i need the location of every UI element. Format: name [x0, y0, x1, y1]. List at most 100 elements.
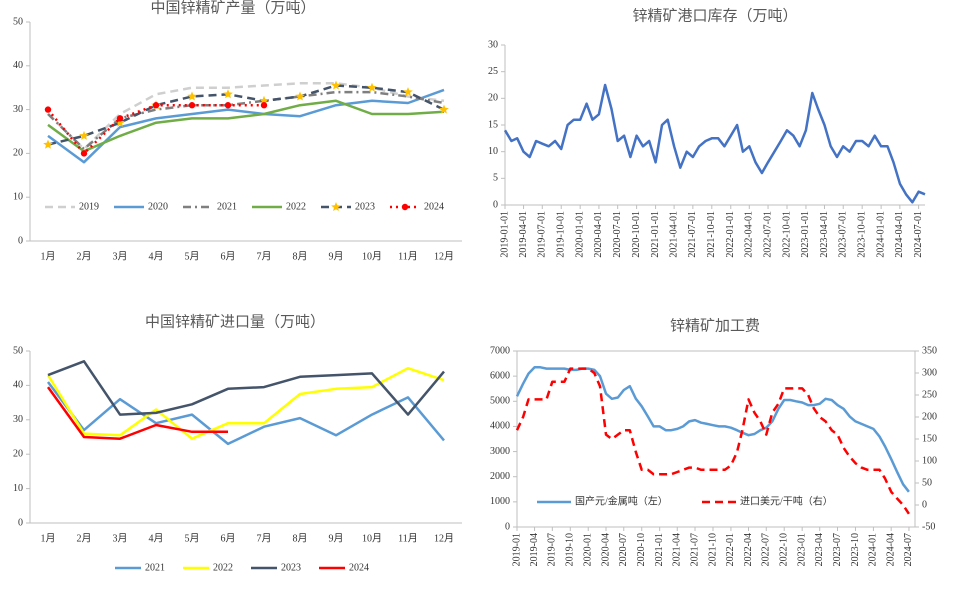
- legend-marker: [331, 202, 341, 211]
- y-tick-label: 5000: [490, 396, 510, 407]
- y2-tick-label: 0: [922, 499, 927, 510]
- circle-marker: [260, 102, 268, 109]
- star-marker: [79, 130, 89, 140]
- y-tick-label: 20: [13, 148, 23, 159]
- x-tick-label: 10月: [362, 250, 382, 262]
- y-tick-label: 50: [13, 345, 23, 356]
- y2-tick-label: 100: [922, 455, 937, 466]
- x-tick-label: 2020-01-01: [574, 211, 585, 258]
- x-tick-label: 2月: [77, 532, 92, 544]
- chart-panel: 锌精矿加工费 0 1000 2000 3000 4000 5000 6000 7000 -50 0 5…: [490, 317, 937, 566]
- x-tick-label: 2024-07: [903, 533, 914, 566]
- y-tick-label: 0: [18, 235, 23, 246]
- x-tick-label: 2019-01-01: [499, 211, 510, 258]
- x-tick-label: 2019-10: [565, 533, 576, 566]
- x-tick-label: 2020-04-01: [593, 211, 604, 258]
- circle-marker: [116, 115, 124, 122]
- x-tick-label: 2021-07: [689, 533, 700, 566]
- y-tick-label: 5: [493, 173, 498, 184]
- x-tick-label: 7月: [257, 250, 272, 262]
- x-tick-label: 2023-07: [832, 533, 843, 566]
- x-tick-label: 9月: [329, 532, 344, 544]
- star-marker: [223, 89, 233, 99]
- x-tick-label: 2019-04: [529, 533, 540, 566]
- legend-marker: [401, 203, 409, 211]
- x-tick-label: 5月: [185, 250, 200, 262]
- star-marker: [295, 91, 305, 101]
- x-tick-label: 2021-10-01: [706, 211, 717, 258]
- legend-label: 2019: [79, 201, 99, 212]
- x-tick-label: 4月: [149, 250, 164, 262]
- x-tick-label: 6月: [221, 532, 236, 544]
- chart-title: 中国锌精矿产量（万吨）: [150, 0, 315, 16]
- y-tick-label: 30: [13, 104, 23, 115]
- x-tick-label: 2023-04: [814, 533, 825, 566]
- x-tick-label: 2023-07-01: [838, 211, 849, 258]
- y-tick-label: 15: [488, 119, 498, 130]
- x-tick-label: 2020-10: [636, 533, 647, 566]
- x-tick-label: 2021-04: [672, 533, 683, 566]
- x-tick-label: 10月: [362, 532, 382, 544]
- x-tick-label: 3月: [113, 250, 128, 262]
- series-line: [46, 366, 445, 440]
- x-tick-label: 2023-10: [850, 533, 861, 566]
- legend-label: 国产元/金属吨（左）: [575, 494, 668, 507]
- x-tick-label: 2019-07-01: [537, 211, 548, 258]
- x-tick-label: 2024-01-01: [875, 211, 886, 258]
- x-tick-label: 8月: [293, 532, 308, 544]
- circle-marker: [152, 102, 160, 109]
- x-tick-label: 3月: [113, 532, 128, 544]
- x-tick-label: 2020-01: [583, 533, 594, 566]
- x-tick-label: 1月: [41, 532, 56, 544]
- x-tick-label: 2019-10-01: [556, 211, 567, 258]
- y2-tick-label: 300: [922, 367, 937, 378]
- star-marker: [43, 139, 53, 149]
- star-marker: [259, 95, 269, 105]
- x-tick-label: 2022-01-01: [725, 211, 736, 258]
- legend-label: 2024: [349, 562, 369, 573]
- y-tick-label: 2000: [490, 471, 510, 482]
- x-tick-label: 2022-07: [761, 533, 772, 566]
- x-tick-label: 2019-07: [547, 533, 558, 566]
- x-tick-label: 2022-04: [743, 533, 754, 566]
- series-line: [515, 366, 910, 493]
- x-tick-label: 2021-01: [654, 533, 665, 566]
- circle-marker: [80, 150, 88, 157]
- y-tick-label: 0: [18, 517, 23, 528]
- y-tick-label: 50: [13, 16, 23, 27]
- x-tick-label: 2024-07-01: [913, 211, 924, 258]
- y2-tick-label: 50: [922, 477, 932, 488]
- y-tick-label: 4000: [490, 421, 510, 432]
- legend-label: 2022: [286, 201, 306, 212]
- y2-tick-label: 250: [922, 389, 937, 400]
- y-tick-label: 10: [13, 483, 23, 494]
- x-tick-label: 2023-01-01: [800, 211, 811, 258]
- legend-label: 2023: [281, 562, 301, 573]
- y-tick-label: 25: [488, 66, 498, 77]
- legend-label: 2020: [148, 201, 168, 212]
- chart-title: 锌精矿港口库存（万吨）: [632, 7, 797, 24]
- y-tick-label: 40: [13, 380, 23, 391]
- x-tick-label: 2024-04: [885, 533, 896, 566]
- y-tick-label: 3000: [490, 446, 510, 457]
- chart-title: 中国锌精矿进口量（万吨）: [145, 313, 325, 330]
- series-line: [47, 88, 445, 164]
- star-marker: [331, 80, 341, 90]
- star-marker: [115, 117, 125, 127]
- x-tick-label: 7月: [257, 532, 272, 544]
- y-tick-label: 0: [493, 199, 498, 210]
- chart-panel: 中国锌精矿进口量（万吨） 0 10 20 30 40 50 1月 2月 3月 4月 5月 6月 7月 8月 9…: [13, 313, 462, 573]
- x-tick-label: 4月: [149, 532, 164, 544]
- x-tick-label: 12月: [434, 532, 454, 544]
- legend-label: 进口美元/干吨（右）: [740, 494, 833, 507]
- y-tick-label: 30: [488, 39, 498, 50]
- chart-title: 锌精矿加工费: [670, 317, 760, 334]
- series-line: [47, 84, 445, 146]
- x-tick-label: 2022-04-01: [744, 211, 755, 258]
- x-tick-label: 2022-10-01: [781, 211, 792, 258]
- x-tick-label: 2021-10: [707, 533, 718, 566]
- x-tick-label: 2020-04: [600, 533, 611, 566]
- x-tick-label: 11月: [398, 250, 418, 262]
- x-tick-label: 2020-10-01: [631, 211, 642, 258]
